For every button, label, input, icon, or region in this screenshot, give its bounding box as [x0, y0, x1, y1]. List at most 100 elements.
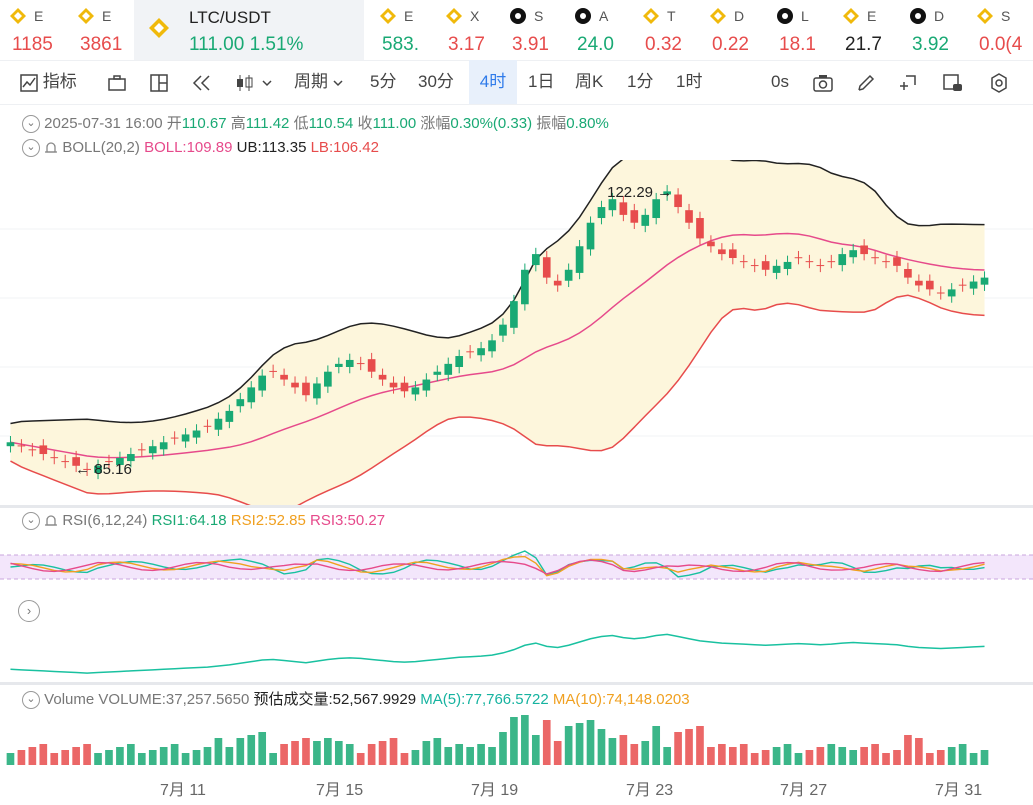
candle[interactable]: [433, 365, 442, 382]
candle[interactable]: [105, 454, 113, 469]
extra-indicator-chart[interactable]: [0, 620, 1033, 680]
ticker-item[interactable]: S 3.91: [500, 0, 555, 60]
collapse-toggle-icon[interactable]: ⌄: [22, 691, 40, 710]
candle[interactable]: [356, 356, 365, 371]
candle[interactable]: [728, 243, 737, 265]
interval-1w[interactable]: 周K: [575, 72, 604, 91]
candle[interactable]: [696, 211, 704, 245]
candle[interactable]: [936, 286, 945, 300]
candle[interactable]: [214, 412, 223, 436]
candle[interactable]: [739, 254, 748, 269]
candle[interactable]: [564, 263, 573, 288]
replay-button[interactable]: [192, 60, 212, 104]
expand-toggle-icon[interactable]: ›: [18, 600, 40, 622]
candle[interactable]: [882, 254, 890, 269]
interval-4h[interactable]: 4时: [469, 60, 517, 104]
candle[interactable]: [422, 373, 431, 397]
candle[interactable]: [816, 258, 825, 273]
ticker-item[interactable]: LTC/USDT 111.00 1.51%: [134, 0, 364, 60]
candle[interactable]: [608, 192, 617, 217]
candle[interactable]: [925, 274, 934, 296]
ticker-item[interactable]: D 0.22: [700, 0, 756, 60]
candle[interactable]: [499, 318, 507, 342]
volume-chart[interactable]: [0, 710, 1033, 770]
candle[interactable]: [444, 357, 453, 382]
candle[interactable]: [838, 247, 847, 272]
candle[interactable]: [783, 255, 792, 276]
candle[interactable]: [455, 349, 464, 374]
candle[interactable]: [159, 436, 168, 456]
ticker-item[interactable]: L 18.1: [767, 0, 822, 60]
candle[interactable]: [980, 271, 989, 291]
candle[interactable]: [586, 216, 595, 256]
candle[interactable]: [72, 450, 80, 473]
candle[interactable]: [674, 188, 682, 214]
ticker-item[interactable]: E 21.7: [833, 0, 890, 60]
candle[interactable]: [181, 428, 190, 448]
ticker-item[interactable]: T 0.32: [633, 0, 689, 60]
candle[interactable]: [94, 459, 102, 480]
candle[interactable]: [170, 431, 179, 445]
candle[interactable]: [258, 369, 267, 397]
candle[interactable]: [225, 404, 234, 429]
ticker-item[interactable]: S 0.0(4: [967, 0, 1027, 60]
collapse-toggle-icon[interactable]: ⌄: [22, 139, 40, 158]
candle[interactable]: [367, 352, 376, 378]
candle[interactable]: [761, 254, 770, 277]
candle[interactable]: [510, 294, 518, 335]
candle[interactable]: [542, 250, 551, 284]
candle[interactable]: [83, 462, 91, 476]
chart-type-button[interactable]: [235, 60, 272, 104]
ticker-item[interactable]: A 24.0: [565, 0, 623, 60]
candle[interactable]: [915, 274, 923, 292]
candle[interactable]: [313, 377, 321, 405]
candle[interactable]: [860, 239, 868, 261]
interval-1m[interactable]: 1分: [627, 72, 654, 91]
candle[interactable]: [827, 254, 836, 269]
period-dropdown[interactable]: 周期: [294, 60, 343, 104]
indicators-button[interactable]: 指标: [20, 60, 77, 104]
pane-divider[interactable]: [0, 505, 1033, 508]
candle[interactable]: [280, 368, 288, 386]
ticker-item[interactable]: E 583.: [370, 0, 426, 60]
settings-button[interactable]: [989, 60, 1009, 104]
candle[interactable]: [904, 262, 912, 284]
candle[interactable]: [247, 381, 256, 409]
candle[interactable]: [137, 443, 146, 457]
candle[interactable]: [663, 185, 671, 201]
candle[interactable]: [488, 334, 496, 358]
candle[interactable]: [619, 196, 628, 222]
add-alert-button[interactable]: [899, 60, 917, 104]
candle[interactable]: [947, 283, 956, 303]
candle[interactable]: [116, 451, 124, 472]
candle[interactable]: [269, 364, 277, 378]
candle[interactable]: [324, 365, 332, 393]
display-button[interactable]: [943, 60, 963, 104]
candle[interactable]: [203, 419, 212, 433]
candle[interactable]: [553, 274, 562, 292]
collapse-toggle-icon[interactable]: ⌄: [22, 512, 40, 531]
candle[interactable]: [794, 250, 803, 265]
candle[interactable]: [805, 254, 814, 269]
interval-1d[interactable]: 1日: [528, 72, 555, 91]
candle[interactable]: [302, 376, 310, 402]
candle[interactable]: [127, 447, 135, 468]
ticker-item[interactable]: D 3.92: [900, 0, 957, 60]
candle[interactable]: [334, 357, 343, 374]
candle[interactable]: [849, 243, 858, 264]
candle[interactable]: [192, 424, 201, 444]
price-chart[interactable]: 122.29 → ← 85.16: [0, 160, 1033, 505]
candle[interactable]: [378, 368, 387, 386]
interval-30m[interactable]: 30分: [418, 72, 454, 91]
candle[interactable]: [652, 192, 661, 225]
collapse-toggle-icon[interactable]: ⌄: [22, 115, 40, 134]
candle[interactable]: [400, 376, 409, 398]
candle[interactable]: [389, 376, 398, 394]
drawing-tools-button[interactable]: [108, 60, 126, 104]
interval-5m[interactable]: 5分: [370, 72, 397, 91]
candle[interactable]: [630, 203, 639, 229]
candle[interactable]: [531, 247, 540, 272]
candle[interactable]: [466, 345, 474, 359]
candle[interactable]: [61, 454, 70, 469]
candle[interactable]: [291, 376, 299, 394]
